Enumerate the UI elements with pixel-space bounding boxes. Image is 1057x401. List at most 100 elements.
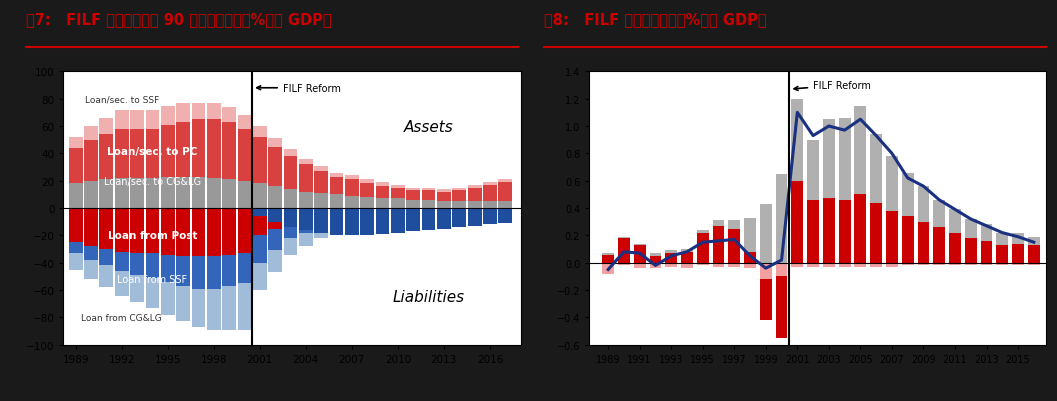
- Bar: [406, 214, 420, 221]
- Bar: [886, 157, 897, 211]
- Bar: [85, 127, 98, 140]
- Bar: [222, 255, 236, 286]
- Bar: [314, 217, 328, 228]
- Bar: [130, 209, 144, 253]
- Bar: [808, 263, 819, 267]
- Bar: [665, 263, 678, 267]
- Bar: [99, 135, 113, 180]
- Bar: [838, 119, 851, 200]
- Bar: [115, 110, 129, 130]
- Bar: [330, 209, 344, 215]
- Bar: [1027, 263, 1040, 266]
- Bar: [253, 127, 266, 138]
- Text: Loan/sec. to SSF: Loan/sec. to SSF: [85, 95, 159, 104]
- Text: Loan from CG&LG: Loan from CG&LG: [81, 313, 162, 322]
- Bar: [422, 213, 435, 219]
- Bar: [728, 221, 740, 229]
- Bar: [792, 181, 803, 263]
- Bar: [665, 251, 678, 253]
- Bar: [69, 253, 82, 270]
- Bar: [207, 256, 221, 289]
- Bar: [391, 214, 405, 221]
- Bar: [146, 110, 160, 130]
- Bar: [345, 209, 358, 236]
- Bar: [917, 187, 929, 222]
- Bar: [191, 103, 205, 120]
- Bar: [99, 249, 113, 266]
- Bar: [268, 147, 282, 187]
- Bar: [314, 209, 328, 217]
- Bar: [483, 213, 497, 218]
- Bar: [886, 211, 897, 263]
- Bar: [452, 218, 466, 222]
- Bar: [760, 205, 772, 263]
- Bar: [854, 195, 867, 263]
- Bar: [981, 241, 993, 263]
- Bar: [1013, 233, 1024, 244]
- Bar: [681, 263, 693, 269]
- Bar: [949, 210, 961, 233]
- Bar: [207, 178, 221, 209]
- Bar: [634, 244, 646, 245]
- Bar: [207, 120, 221, 178]
- Bar: [115, 271, 129, 296]
- Bar: [238, 130, 252, 181]
- Bar: [69, 184, 82, 209]
- Bar: [283, 239, 297, 255]
- Bar: [177, 123, 190, 177]
- Bar: [728, 229, 740, 263]
- Bar: [665, 253, 678, 263]
- Bar: [345, 215, 358, 223]
- Bar: [253, 209, 266, 217]
- Bar: [99, 180, 113, 209]
- Bar: [902, 217, 913, 263]
- Bar: [391, 185, 405, 188]
- Bar: [360, 184, 374, 198]
- Bar: [467, 209, 482, 213]
- Bar: [330, 173, 344, 177]
- Text: Loan from Post: Loan from Post: [108, 231, 198, 241]
- Bar: [917, 263, 929, 266]
- Bar: [422, 188, 435, 191]
- Bar: [345, 196, 358, 209]
- Bar: [437, 213, 451, 218]
- Bar: [437, 209, 451, 213]
- Bar: [870, 263, 883, 267]
- Bar: [681, 252, 693, 263]
- Bar: [268, 187, 282, 209]
- Bar: [712, 221, 724, 226]
- Bar: [330, 177, 344, 195]
- Bar: [177, 103, 190, 123]
- Bar: [314, 209, 328, 233]
- Bar: [467, 213, 482, 218]
- Text: Bonds: Bonds: [379, 235, 416, 245]
- Bar: [499, 180, 513, 182]
- Bar: [238, 253, 252, 284]
- Bar: [299, 209, 313, 219]
- Bar: [314, 166, 328, 172]
- Bar: [467, 202, 482, 209]
- Bar: [823, 120, 835, 199]
- Bar: [965, 263, 977, 266]
- Bar: [406, 209, 420, 232]
- Bar: [422, 209, 435, 213]
- Bar: [85, 247, 98, 260]
- Bar: [422, 209, 435, 230]
- Bar: [191, 177, 205, 209]
- Bar: [886, 263, 897, 267]
- Bar: [437, 218, 451, 223]
- Bar: [375, 209, 389, 235]
- Bar: [602, 255, 614, 263]
- Bar: [268, 251, 282, 273]
- Bar: [854, 106, 867, 195]
- Bar: [602, 263, 614, 274]
- Legend: FPC, Post Bank, FILF, Combined: FPC, Post Bank, FILF, Combined: [686, 399, 949, 401]
- Bar: [997, 245, 1008, 263]
- Bar: [452, 188, 466, 191]
- Bar: [902, 173, 913, 217]
- Bar: [391, 209, 405, 214]
- Bar: [314, 194, 328, 209]
- Bar: [499, 182, 513, 202]
- Bar: [997, 263, 1008, 266]
- Bar: [760, 279, 772, 320]
